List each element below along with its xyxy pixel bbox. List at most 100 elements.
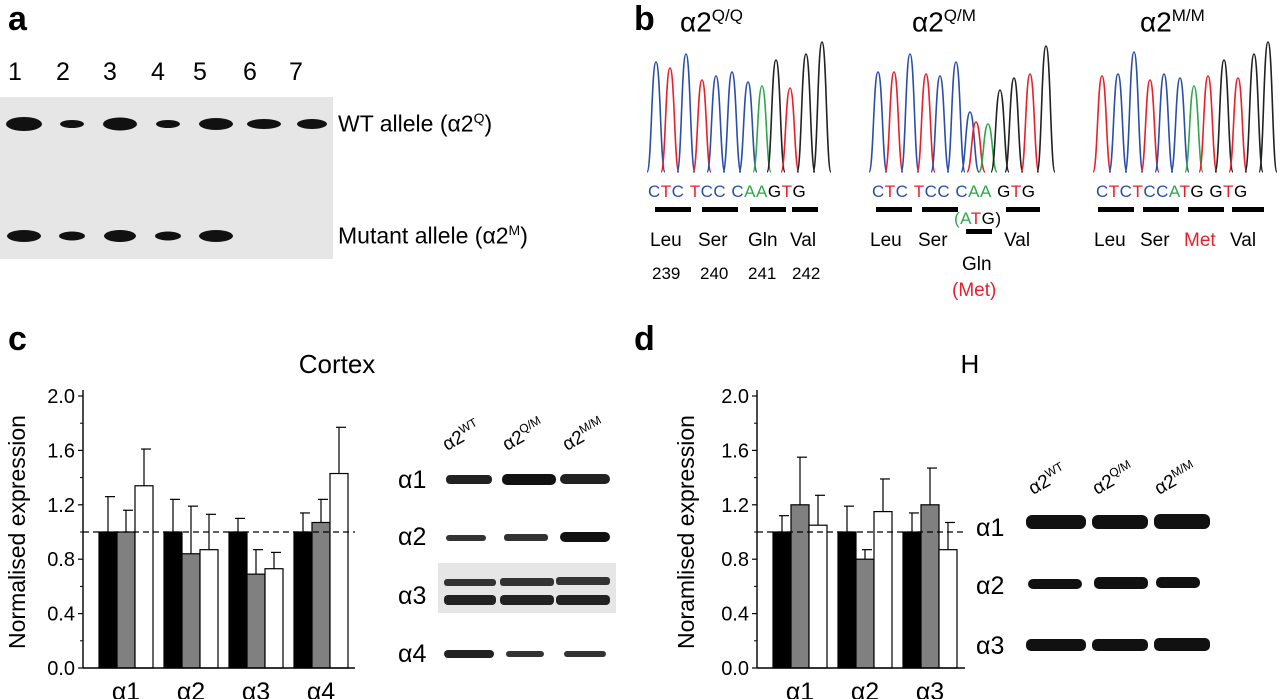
trace-peak (1004, 77, 1024, 173)
title-qm-sup: Q/M (943, 6, 976, 25)
cortex-bar-chart: Cortex Normalised expression α1 α2 α3 α4 0.0 0.… (4, 349, 375, 699)
alt-codon-close: G) (981, 209, 1002, 228)
hippocampus-western-blot (1026, 514, 1210, 651)
blot-band (446, 475, 492, 484)
mutant-allele-text: Mutant allele (α2 (338, 222, 509, 249)
mutant-allele-label: Mutant allele (α2M) (338, 222, 528, 249)
lane-number: 3 (103, 58, 117, 86)
gel-band-wt (297, 119, 327, 129)
trace-peak (930, 75, 950, 173)
blot-d-row-label: α2 (976, 572, 1005, 600)
trace-peak (884, 71, 904, 173)
base-letter: T (1179, 182, 1191, 201)
blot-d-row-label: α3 (976, 632, 1005, 660)
trace-peak (916, 73, 936, 173)
codon-bar (1143, 207, 1179, 212)
blot-band (556, 595, 610, 605)
chromatogram-title-qq: α2Q/Q (680, 6, 743, 38)
genotyping-gel (0, 97, 333, 259)
blot-column-label: α2Q/M (1088, 457, 1138, 500)
blot-c-row-label: α3 (398, 582, 427, 610)
aa-label-met-alt: (Met) (952, 280, 997, 301)
aa-label: Leu (650, 230, 682, 251)
title-mm-sup: M/M (1171, 6, 1205, 25)
base-letter: C (924, 182, 938, 201)
blot-column-sup: M/M (1168, 456, 1196, 481)
chromatogram-title-mm: α2M/M (1140, 6, 1205, 38)
title-qq-base: α2 (680, 6, 712, 38)
blot-band (500, 578, 554, 586)
y-tick-label: 0.0 (47, 658, 75, 680)
bar (311, 521, 331, 669)
codon-bar (1188, 207, 1224, 212)
blot-band (1094, 577, 1148, 589)
trace-peak (960, 111, 980, 173)
trace-peak (692, 79, 712, 173)
codon-bar (1006, 207, 1040, 212)
blot-band (1026, 639, 1086, 651)
bar (98, 531, 118, 669)
base-letter: C (937, 182, 951, 201)
blot-band (502, 474, 556, 485)
y-tick-label: 2.0 (721, 386, 749, 408)
base-letter: C (1143, 182, 1157, 201)
y-tick-label: 0.4 (721, 604, 749, 626)
base-letter: G (1233, 182, 1248, 201)
aa-label: Val (1230, 230, 1257, 251)
base-letter: C (671, 182, 685, 201)
wt-allele-label: WT allele (α2Q) (338, 110, 493, 137)
bar (873, 511, 893, 669)
aa-label-gln: Gln (962, 254, 992, 275)
codon-bar (792, 207, 818, 212)
gel-band-mutant (7, 230, 41, 242)
x-tick-label: α3 (242, 678, 270, 699)
trace-peak (722, 71, 742, 173)
cortex-western-blot (438, 474, 616, 658)
bar (329, 472, 349, 669)
base-letter: A (744, 182, 756, 201)
chart-title: Hippocampus (961, 349, 980, 379)
trace-peak (812, 41, 832, 173)
codon-bar (750, 207, 786, 212)
base-letter: A (1168, 182, 1180, 201)
blot-column-label: α2WT (438, 415, 485, 456)
gel-band-mutant (155, 231, 181, 241)
trace-peak (900, 53, 920, 173)
blot-band (1026, 515, 1086, 529)
trace-peak (676, 53, 696, 173)
trace-peak (660, 67, 680, 173)
x-tick-label: α3 (916, 678, 944, 699)
base-letter: A (980, 182, 992, 201)
trace-peak (1092, 75, 1112, 173)
base-letter: C (1096, 182, 1109, 201)
trace-peak (1154, 73, 1174, 173)
blot-band (1092, 515, 1148, 529)
x-tick-label: α1 (786, 678, 814, 699)
trace-peak (1036, 45, 1056, 173)
bar (116, 531, 136, 669)
trace-peak (796, 53, 816, 173)
trace-peak (706, 75, 726, 173)
y-tick-label: 1.6 (721, 440, 749, 462)
trace-peak (1170, 77, 1190, 173)
bar (772, 531, 792, 669)
lane-number: 6 (243, 58, 257, 86)
base-letter: C (955, 182, 969, 201)
base-letter: C (1156, 182, 1169, 201)
bar (228, 531, 248, 669)
wt-allele-text: WT allele (α2 (338, 110, 474, 137)
trace-peak (1108, 73, 1128, 173)
x-tick-label: α2 (851, 678, 879, 699)
bar (199, 549, 219, 669)
bar (902, 531, 922, 669)
trace-peak (1124, 51, 1144, 173)
aa-label: Ser (698, 230, 728, 251)
gel-band-wt (156, 120, 180, 128)
gel-band-wt (6, 117, 42, 131)
codon-bar (702, 207, 738, 212)
blot-column-sup: Q/M (1106, 457, 1134, 481)
base-letter: G (997, 182, 1011, 201)
bar (855, 558, 875, 669)
trace-peak (738, 81, 758, 173)
bar (293, 531, 313, 669)
